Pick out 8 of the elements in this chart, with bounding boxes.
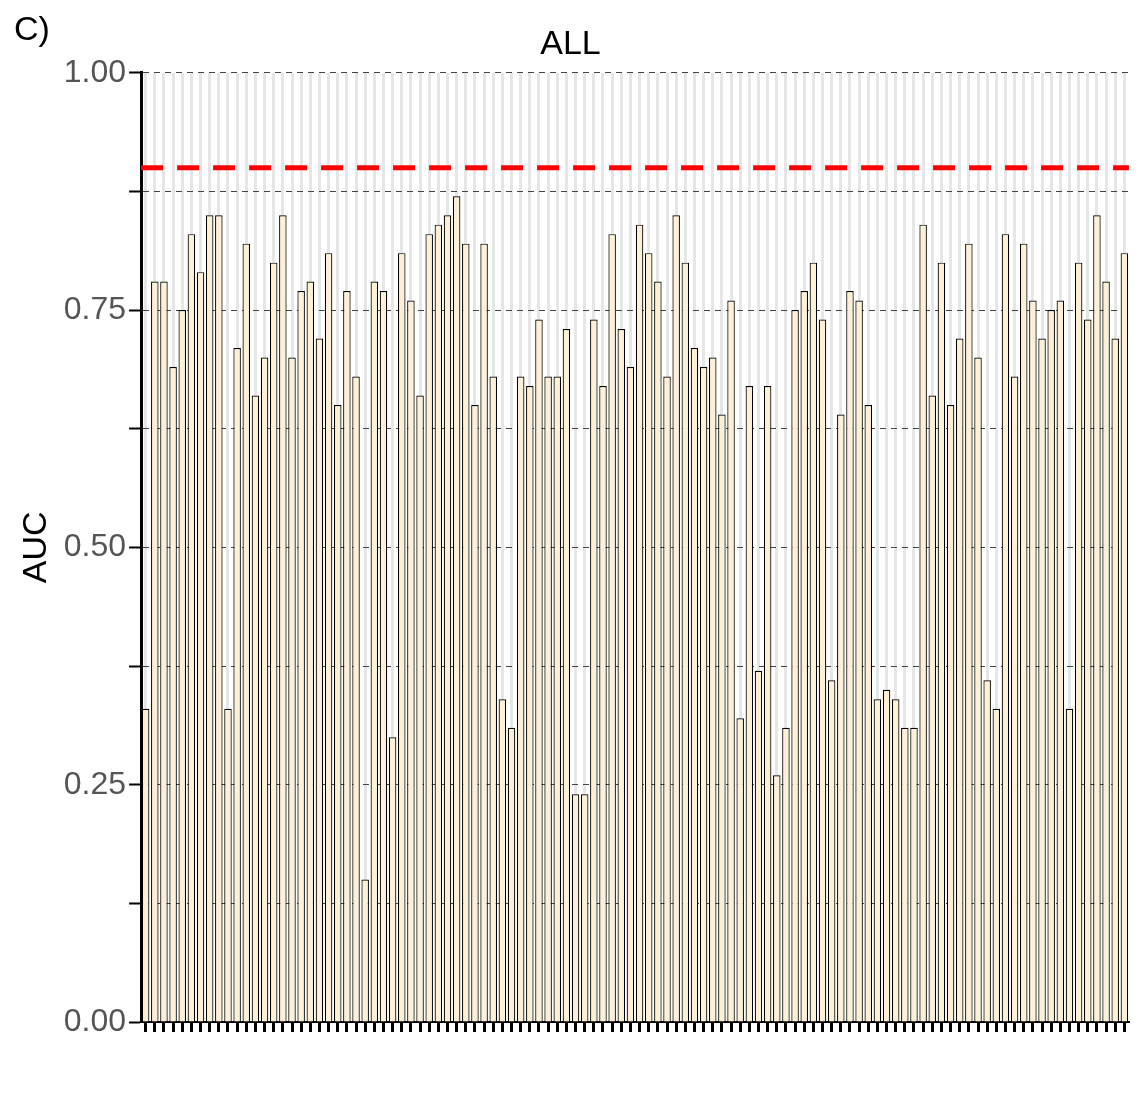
y-tick-label: 0.75: [63, 289, 127, 326]
y-tick-label: 0.00: [63, 1001, 127, 1038]
y-axis-title: AUC: [14, 511, 53, 584]
y-tick-label: 0.25: [63, 764, 127, 801]
chart-title: ALL: [540, 22, 601, 61]
text: C): [14, 9, 50, 48]
y-tick-label: 0.50: [63, 527, 127, 564]
y-tick-label: 1.00: [63, 52, 127, 89]
